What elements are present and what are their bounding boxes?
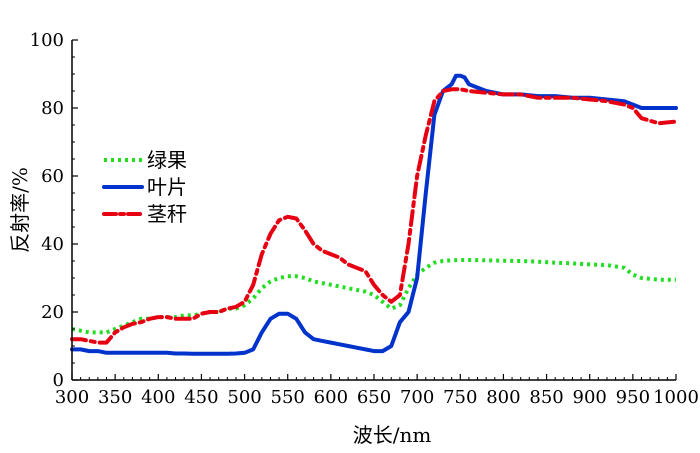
x-tick-label: 800 bbox=[486, 387, 520, 408]
x-tick-label: 700 bbox=[400, 387, 434, 408]
legend-label-2: 茎秆 bbox=[147, 202, 187, 226]
series-layer bbox=[70, 73, 678, 356]
x-tick-label: 450 bbox=[184, 387, 218, 408]
series-line-0 bbox=[71, 258, 676, 335]
y-tick-label: 60 bbox=[41, 166, 64, 187]
y-tick-label: 40 bbox=[41, 234, 64, 255]
x-tick-label: 600 bbox=[314, 387, 348, 408]
y-tick-label: 80 bbox=[41, 98, 64, 119]
x-tick-label: 900 bbox=[573, 387, 607, 408]
x-tick-label: 350 bbox=[98, 387, 132, 408]
x-tick-label: 950 bbox=[616, 387, 650, 408]
x-tick-label: 850 bbox=[529, 387, 563, 408]
legend-label-0: 绿果 bbox=[147, 148, 187, 172]
series-line-2 bbox=[70, 87, 678, 345]
legend-label-1: 叶片 bbox=[147, 175, 187, 199]
y-tick-label: 20 bbox=[41, 302, 64, 323]
x-tick-label: 300 bbox=[55, 387, 89, 408]
x-tick-label: 750 bbox=[443, 387, 477, 408]
ticks-layer: 300 350 400 450 500 550 600 650 700 750 800 850 900 9… bbox=[30, 30, 699, 408]
y-axis-title: 反射率/% bbox=[8, 167, 32, 253]
y-tick-label: 0 bbox=[53, 370, 64, 391]
x-axis-title: 波长/nm bbox=[353, 423, 432, 447]
x-tick-label: 400 bbox=[141, 387, 175, 408]
x-tick-label: 1000 bbox=[653, 387, 699, 408]
y-tick-label: 100 bbox=[30, 30, 64, 51]
x-tick-label: 550 bbox=[271, 387, 305, 408]
x-tick-label: 650 bbox=[357, 387, 391, 408]
x-tick-label: 500 bbox=[227, 387, 261, 408]
